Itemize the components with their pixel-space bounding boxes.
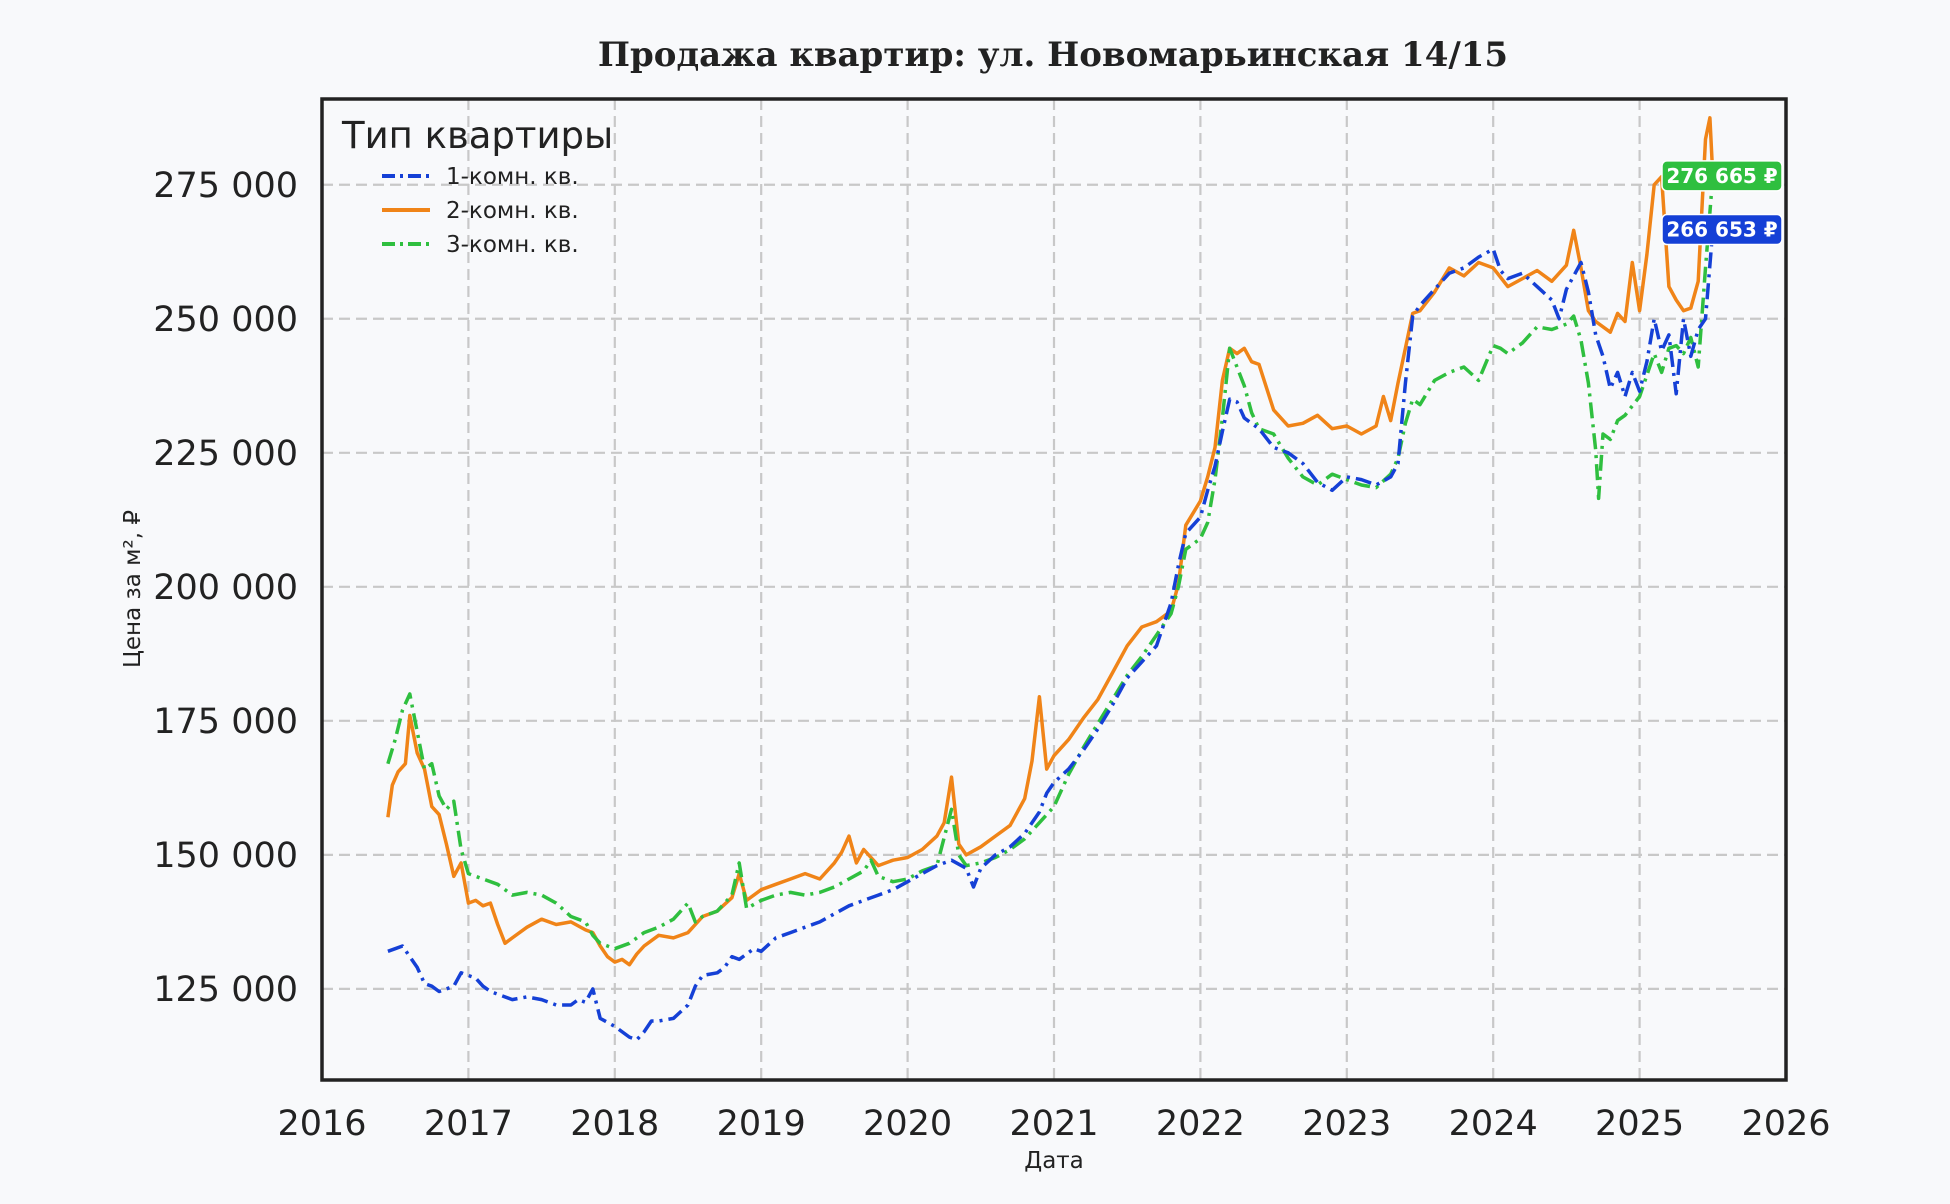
x-tick-label: 2020: [863, 1104, 952, 1144]
x-tick-label: 2025: [1595, 1104, 1684, 1144]
y-tick-label: 175 000: [153, 702, 298, 742]
x-tick-label: 2019: [717, 1104, 806, 1144]
legend: Тип квартиры 1-комн. кв. 2-комн. кв. 3-ком…: [341, 114, 613, 258]
last-value-text: 266 653 ₽: [1666, 218, 1777, 242]
last-value-badges: 266 653 ₽ 276 665 ₽: [1661, 160, 1783, 246]
x-tick-label: 2018: [570, 1104, 659, 1144]
last-value-badge: 266 653 ₽: [1661, 213, 1783, 246]
x-axis-ticks: 2016 2017 2018 2019 2020 2021 2022 2023 2024 2025…: [277, 1104, 1830, 1144]
x-tick-label: 2017: [424, 1104, 513, 1144]
y-tick-label: 250 000: [153, 300, 298, 340]
y-tick-label: 225 000: [153, 434, 298, 474]
legend-title: Тип квартиры: [341, 114, 613, 157]
series-lines: [386, 116, 1715, 1042]
x-tick-label: 2016: [277, 1104, 366, 1144]
x-tick-label: 2024: [1449, 1104, 1538, 1144]
last-value-text: 276 665 ₽: [1666, 164, 1777, 188]
x-tick-label: 2021: [1009, 1104, 1098, 1144]
grid: [322, 99, 1786, 1080]
last-value-badge: 276 665 ₽: [1661, 160, 1783, 192]
y-tick-label: 125 000: [153, 970, 298, 1010]
plot-frame: [320, 97, 1788, 1082]
y-tick-label: 150 000: [153, 836, 298, 876]
legend-label: 2-комн. кв.: [446, 198, 579, 224]
x-tick-label: 2026: [1741, 1104, 1830, 1144]
series-line-3: [386, 175, 1715, 951]
y-axis-label: Цена за м², ₽: [120, 510, 146, 668]
series-line-1: [387, 229, 1715, 1042]
y-tick-label: 275 000: [153, 166, 298, 206]
series-line-2: [386, 116, 1715, 967]
chart-title: Продажа квартир: ул. Новомарьинская 14/1…: [598, 35, 1508, 75]
legend-label: 1-комн. кв.: [446, 164, 579, 190]
x-axis-label: Дата: [1024, 1148, 1084, 1174]
legend-items: 1-комн. кв. 2-комн. кв. 3-комн. кв.: [382, 164, 579, 258]
x-tick-label: 2023: [1302, 1104, 1391, 1144]
y-axis-ticks: 125 000 150 000 175 000 200 000 225 000 250 0…: [153, 166, 298, 1010]
y-tick-label: 200 000: [153, 568, 298, 608]
legend-label: 3-комн. кв.: [446, 232, 579, 258]
x-tick-label: 2022: [1156, 1104, 1245, 1144]
